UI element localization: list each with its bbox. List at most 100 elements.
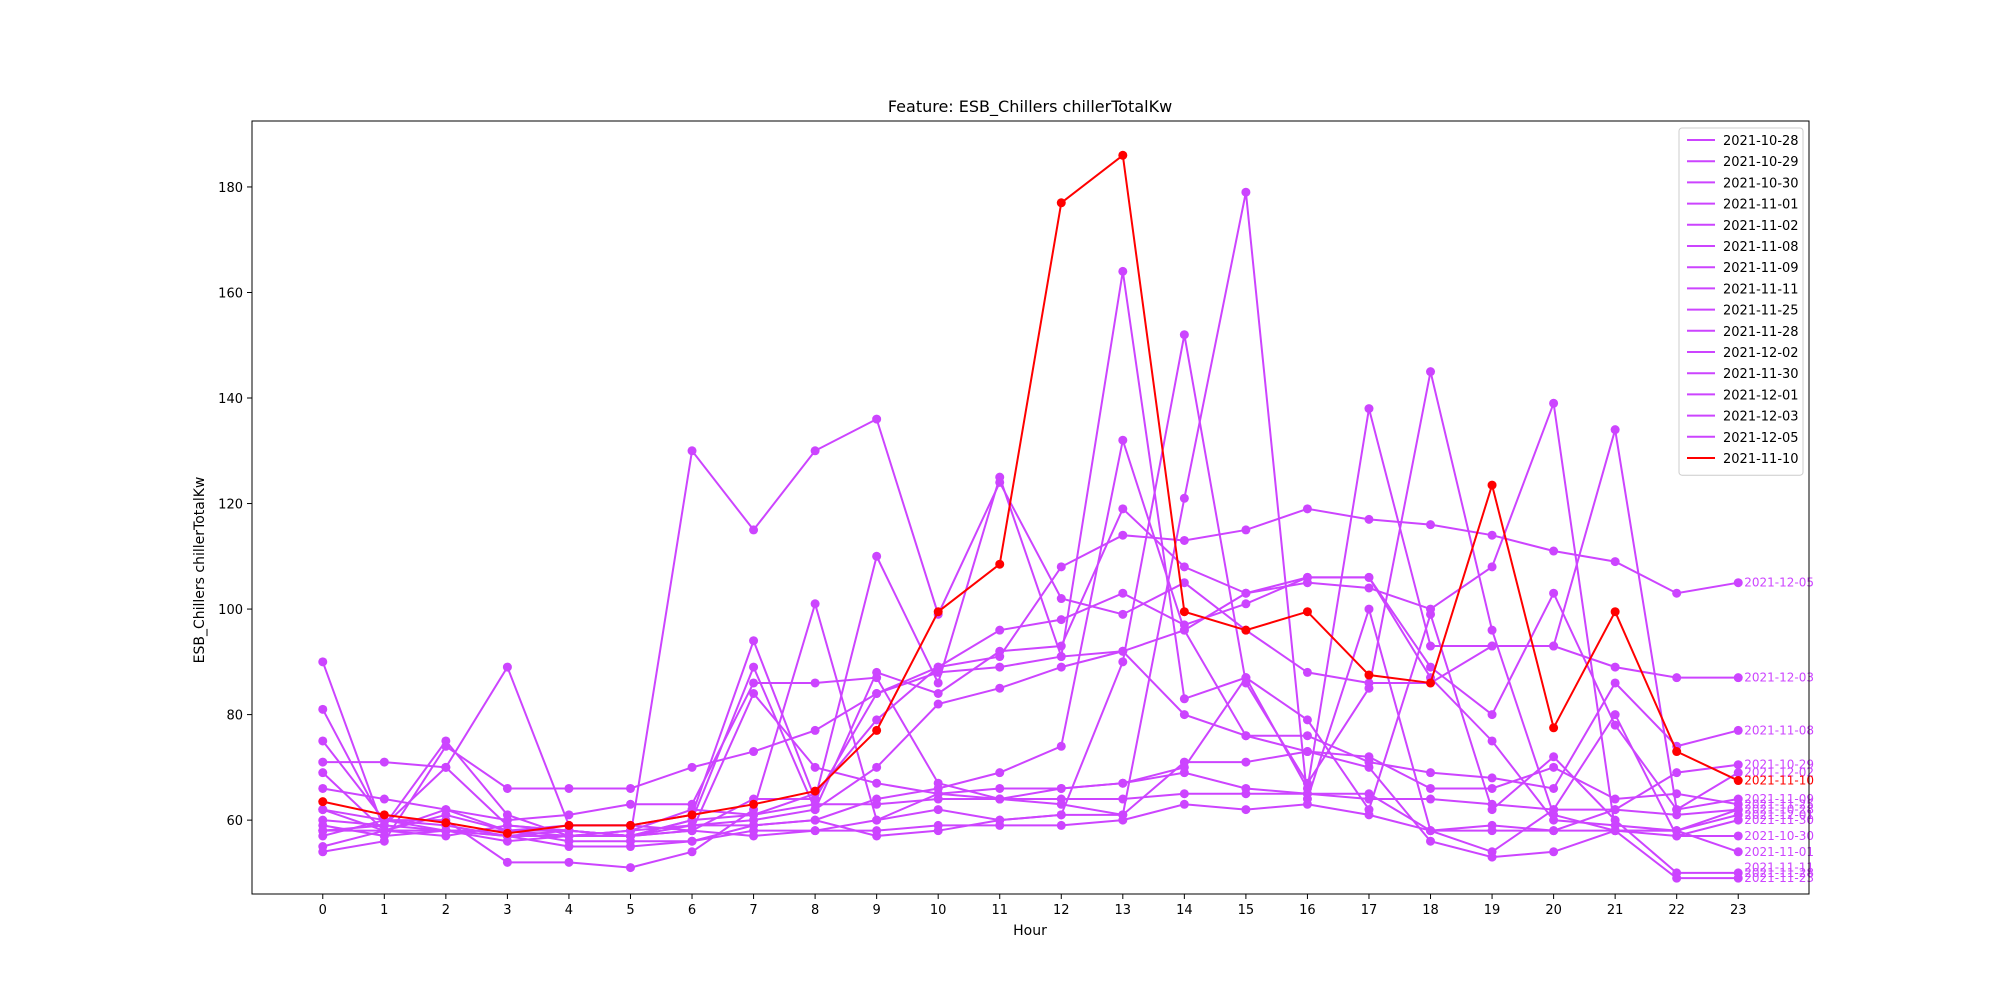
x-tick-label: 14 [1176,903,1193,918]
data-point [1118,657,1128,667]
x-tick-label: 2 [442,903,450,918]
data-point [1118,778,1128,788]
x-tick-label: 9 [873,903,881,918]
data-point [1487,799,1497,809]
data-point [1241,789,1251,799]
x-tick-label: 19 [1484,903,1501,918]
data-point [1241,525,1251,535]
legend-entry: 2021-12-02 [1723,346,1799,361]
data-point [1549,723,1559,733]
y-tick-label: 140 [218,392,243,407]
x-tick-label: 4 [565,903,573,918]
data-point [502,828,512,838]
data-point [1487,641,1497,651]
series-line [322,792,1739,837]
x-tick-label: 8 [811,903,819,918]
x-tick-label: 1 [380,903,388,918]
data-point [1056,652,1066,662]
data-point [441,805,451,815]
data-point [687,762,697,772]
data-point [1364,572,1374,582]
data-point [933,826,943,836]
data-point [1487,847,1497,857]
data-point [687,446,697,456]
end-label: 2021-12-05 [1744,576,1814,590]
data-point [1179,493,1189,503]
x-tick-label: 15 [1238,903,1255,918]
data-point [1118,504,1128,514]
series-line [322,507,1739,837]
end-label: 2021-11-11 [1744,861,1814,875]
data-point [872,414,882,424]
data-point [1118,646,1128,656]
data-point [810,815,820,825]
data-point [1364,514,1374,524]
data-point [1733,760,1743,770]
data-point [872,688,882,698]
data-point [1733,725,1743,735]
data-point [872,715,882,725]
series-line [322,576,1739,837]
data-point [1487,562,1497,572]
data-point [1610,826,1620,836]
data-point [995,683,1005,693]
data-point [1179,799,1189,809]
data-point [933,778,943,788]
data-point [564,842,574,852]
end-label: 2021-11-01 [1744,845,1814,859]
series-2021-12-03 [318,330,1743,883]
series-2021-11-30 [318,187,1743,857]
series-2021-11-10 [318,150,1743,838]
data-point [1487,773,1497,783]
data-point [1426,662,1436,672]
data-point [1118,435,1128,445]
data-point [995,768,1005,778]
data-point [749,662,759,672]
data-point [1302,747,1312,757]
data-point [1179,762,1189,772]
data-point [749,525,759,535]
data-point [1487,826,1497,836]
data-point [318,783,328,793]
data-point [1056,198,1066,208]
data-point [749,747,759,757]
data-point [933,607,943,617]
data-point [995,815,1005,825]
data-point [1426,678,1436,688]
end-label: 2021-10-29 [1744,758,1814,772]
data-point [379,826,389,836]
data-point [810,826,820,836]
data-point [1426,520,1436,530]
data-point [1672,873,1682,883]
y-tick-label: 120 [218,498,243,513]
data-point [1610,794,1620,804]
data-point [441,741,451,751]
data-point [933,699,943,709]
data-point [564,810,574,820]
data-point [1118,810,1128,820]
x-tick-label: 5 [626,903,634,918]
data-point [441,818,451,828]
x-tick-label: 12 [1053,903,1070,918]
data-point [1426,783,1436,793]
data-point [1056,615,1066,625]
data-point [318,805,328,815]
data-point [1056,562,1066,572]
end-label: 2021-11-25 [1744,797,1814,811]
data-point [1302,504,1312,514]
x-tick-label: 20 [1545,903,1562,918]
data-point [1302,607,1312,617]
data-point [1610,662,1620,672]
end-label: 2021-11-23 [1744,871,1814,885]
data-point [1733,831,1743,841]
plot-frame [251,120,1810,895]
data-point [1733,810,1743,820]
data-point [1302,778,1312,788]
data-point [1241,731,1251,741]
data-point [687,799,697,809]
data-point [1179,694,1189,704]
data-point [1364,404,1374,414]
series-line [322,408,1739,822]
data-point [1056,794,1066,804]
data-point [687,847,697,857]
